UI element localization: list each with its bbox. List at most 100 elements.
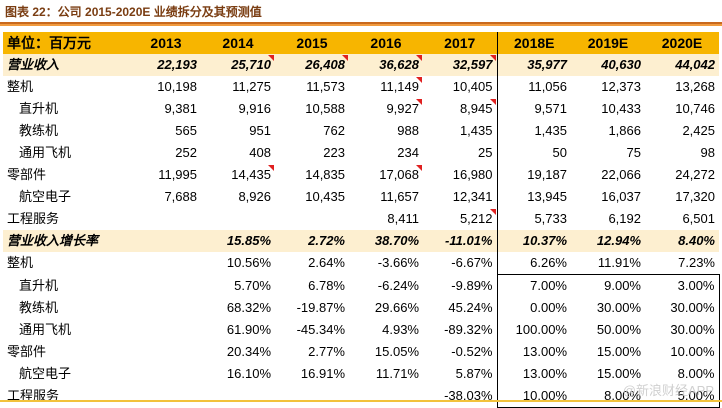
cell-value: 5.87% — [455, 366, 493, 381]
cell-value: 9,381 — [164, 101, 197, 116]
cell-value: 2.77% — [308, 344, 345, 359]
cell-value: 252 — [175, 145, 197, 160]
cell-value: -38.03% — [444, 388, 493, 404]
table-cell — [131, 230, 201, 252]
cell-value: 6.26% — [530, 255, 567, 270]
table-cell: 16.10% — [201, 363, 275, 385]
table-cell — [131, 341, 201, 363]
table-cell: 762 — [275, 120, 349, 142]
caption-rule — [0, 22, 722, 24]
table-cell — [131, 385, 201, 408]
cell-value: 22,066 — [601, 167, 641, 182]
table-cell: 11.91% — [571, 252, 645, 275]
table-cell: 9.00% — [571, 274, 645, 297]
cell-value: -89.32% — [444, 322, 493, 337]
cell-value: 13,945 — [527, 189, 567, 204]
cell-value: 12,373 — [601, 79, 641, 94]
row-label: 整机 — [7, 255, 34, 271]
cell-value: 11,657 — [380, 189, 419, 204]
cell-value: 9,916 — [238, 101, 271, 116]
table-cell: 61.90% — [201, 319, 275, 341]
cell-value: 223 — [323, 145, 345, 160]
row-label: 直升机 — [19, 277, 59, 293]
cell-value: 75 — [626, 145, 641, 160]
table-row: 营业收入 22,193 25,710 26,408 36,628 32,597 35,977… — [3, 54, 719, 76]
table-cell: 29.66% — [349, 297, 423, 319]
comment-flag-icon — [489, 209, 496, 215]
table-cell: 13.00% — [496, 363, 571, 385]
table-cell — [131, 363, 201, 385]
cell-value: 5.70% — [234, 277, 271, 293]
cell-value: 2.64% — [308, 255, 345, 271]
table-cell: 7.23% — [645, 252, 719, 275]
cell-value: 10,433 — [601, 101, 641, 116]
year-header: 2014 — [201, 32, 275, 54]
table-cell: 8.00% — [571, 385, 645, 408]
cell-value: 11,275 — [232, 79, 271, 94]
table-cell: 6,192 — [571, 208, 645, 230]
table-cell: 6.78% — [275, 275, 349, 298]
cell-value: 5,733 — [534, 211, 567, 226]
comment-flag-icon — [268, 165, 274, 171]
cell-value: 9.00% — [604, 278, 641, 293]
table-row: 整机 10.56% 2.64% -3.66% -6.67% 6.26% 11.91% 7.23… — [3, 252, 719, 275]
cell-value: 25 — [478, 145, 493, 160]
year-header: 2015 — [275, 32, 349, 54]
table-row: 零部件 11,995 14,435 14,835 17,068 16,980 19,187 2… — [3, 164, 719, 186]
table-row: 航空电子 16.10% 16.91% 11.71% 5.87% 13.00% 15.00% 8… — [3, 363, 720, 385]
comment-flag-icon — [416, 55, 422, 61]
table-cell: 2,425 — [645, 120, 719, 142]
table-row: 工程服务 8,411 5,212 5,733 6,192 6,501 — [3, 208, 719, 230]
revenue-breakdown-table: 单位：百万元 2013 2014 2015 2016 2017 2018E 2019E 2020… — [3, 32, 720, 408]
cell-value: 10,435 — [305, 189, 345, 204]
cell-value: 12.94% — [596, 233, 641, 248]
comment-flag-icon — [268, 55, 274, 61]
table-cell: -3.66% — [349, 252, 423, 275]
cell-value: 61.90% — [226, 322, 271, 337]
table-row: 通用飞机 61.90% -45.34% 4.93% -89.32% 100.00% 50.0… — [3, 319, 720, 341]
cell-value: 25,710 — [231, 57, 271, 72]
table-cell: -38.03% — [423, 385, 497, 408]
table-cell — [275, 208, 349, 230]
cell-value: 40,630 — [601, 57, 641, 72]
table-cell: 19,187 — [496, 164, 571, 186]
cell-value: 26,408 — [305, 57, 345, 72]
cell-value: 10.00% — [522, 388, 567, 403]
table-cell: 10.37% — [496, 230, 571, 252]
table-cell: 13.00% — [496, 341, 571, 363]
row-label: 通用飞机 — [19, 322, 72, 337]
table-cell: -6.24% — [349, 275, 423, 298]
table-cell: 2.77% — [275, 341, 349, 363]
cell-value: 68.32% — [226, 300, 271, 315]
table-cell: 988 — [349, 120, 423, 142]
cell-value: 44,042 — [675, 57, 715, 72]
table-cell: 25 — [423, 142, 497, 164]
cell-value: 10.37% — [522, 233, 567, 248]
table-cell: 15.05% — [349, 341, 423, 363]
cell-value: 14,835 — [305, 167, 345, 182]
table-cell: 9,381 — [131, 98, 201, 120]
table-cell: 15.00% — [571, 363, 645, 385]
cell-value: 8.00% — [604, 388, 641, 403]
table-cell: 9,916 — [201, 98, 275, 120]
table-cell: 6,501 — [645, 208, 719, 230]
cell-value: 15.00% — [596, 366, 641, 381]
cell-value: 10,198 — [157, 79, 197, 94]
row-label: 教练机 — [19, 300, 59, 315]
table-row: 通用飞机 252 408 223 234 25 50 75 98 — [3, 142, 719, 164]
table-row: 工程服务 -38.03% 10.00% 8.00% 5.00% — [3, 385, 720, 408]
table-cell: 13,945 — [496, 186, 571, 208]
cell-value: 15.85% — [226, 233, 271, 248]
table-cell: 17,068 — [349, 164, 423, 186]
cell-value: 3.00% — [677, 278, 715, 293]
table-cell: 12,341 — [423, 186, 497, 208]
year-header: 2020E — [645, 32, 719, 54]
cell-value: 17,068 — [379, 167, 419, 182]
table-cell: 9,927 — [349, 98, 423, 120]
cell-value: 11,995 — [158, 167, 197, 182]
table-cell: 7.00% — [496, 274, 571, 297]
table-row: 航空电子 7,688 8,926 10,435 11,657 12,341 13,945 16… — [3, 186, 719, 208]
table-cell: 40,630 — [571, 54, 645, 76]
cell-value: 15.00% — [596, 344, 641, 359]
cell-value: 13.00% — [522, 366, 567, 381]
